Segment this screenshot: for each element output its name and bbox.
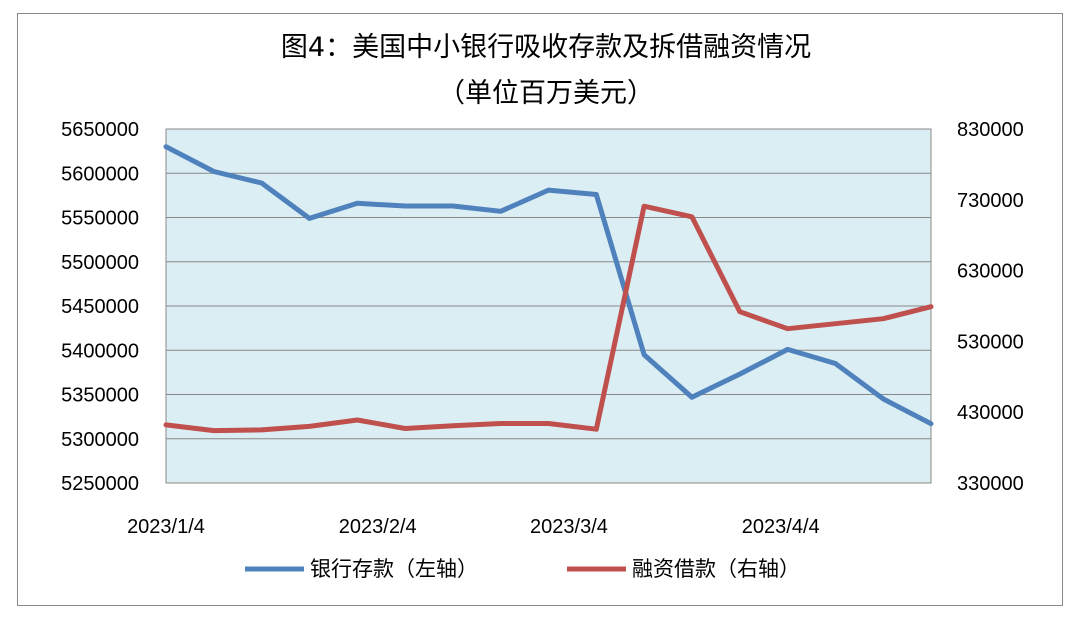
left-tick-label: 5500000: [61, 252, 139, 274]
x-axis-ticks: 2023/1/4 2023/2/4 2023/3/4 2023/4/4: [127, 516, 820, 538]
series-lines: [163, 144, 934, 434]
x-tick-label: 2023/4/4: [742, 516, 820, 538]
right-tick-label: 430000: [957, 402, 1024, 424]
series-line-borrowings: [163, 203, 934, 434]
x-tick-label: 2023/3/4: [530, 516, 608, 538]
left-tick-label: 5300000: [61, 429, 139, 451]
chart-title: 图4：美国中小银行吸收存款及拆借融资情况: [281, 32, 811, 63]
left-tick-label: 5650000: [61, 119, 139, 141]
right-tick-label: 530000: [957, 331, 1024, 353]
left-axis-ticks: 5250000 5300000 5350000 5400000 5450000 55000…: [61, 119, 139, 495]
chart-svg: 图4：美国中小银行吸收存款及拆借融资情况 （单位百万美元） 5250000 530…: [61, 32, 1024, 581]
right-tick-label: 630000: [957, 261, 1024, 283]
left-tick-label: 5450000: [61, 296, 139, 318]
left-tick-label: 5600000: [61, 163, 139, 185]
left-tick-label: 5400000: [61, 340, 139, 362]
left-tick-label: 5250000: [61, 473, 139, 495]
series-line-deposits: [163, 144, 934, 427]
x-tick-label: 2023/2/4: [339, 516, 417, 538]
right-tick-label: 330000: [957, 473, 1024, 495]
right-tick-label: 730000: [957, 190, 1024, 212]
right-axis-ticks: 330000 430000 530000 630000 730000 830000: [957, 119, 1024, 495]
chart-frame: 图4：美国中小银行吸收存款及拆借融资情况 （单位百万美元） 5250000 530…: [17, 13, 1063, 606]
left-tick-label: 5550000: [61, 208, 139, 230]
legend: 银行存款（左轴） 融资借款（右轴）: [245, 557, 800, 581]
legend-label-borrowings: 融资借款（右轴）: [632, 557, 800, 581]
grid-lines: [166, 128, 931, 440]
legend-label-deposits: 银行存款（左轴）: [310, 557, 478, 581]
left-tick-label: 5350000: [61, 385, 139, 407]
x-tick-label: 2023/1/4: [127, 516, 205, 538]
right-tick-label: 830000: [957, 119, 1024, 141]
chart-subtitle: （单位百万美元）: [438, 78, 654, 109]
